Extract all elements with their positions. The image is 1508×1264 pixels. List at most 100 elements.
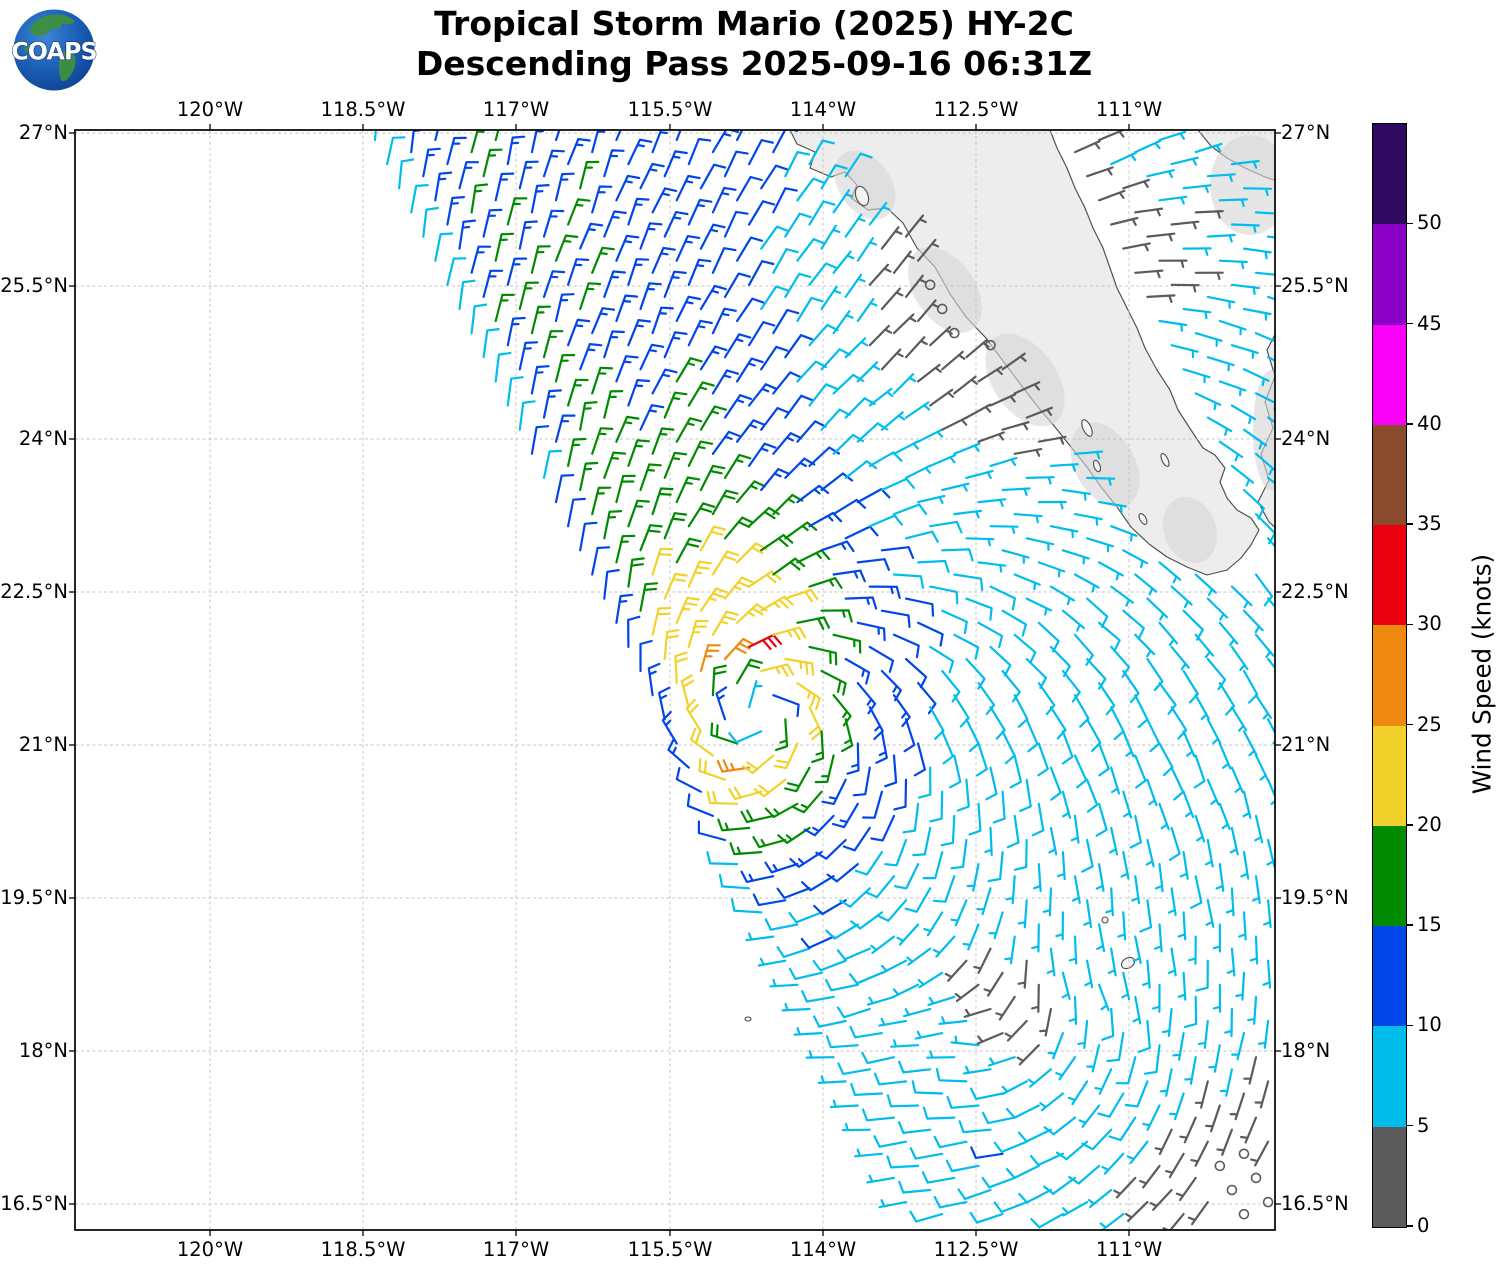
wind-barb — [542, 209, 565, 238]
wind-barb — [542, 149, 565, 178]
wind-barb — [808, 383, 838, 407]
wind-barb — [1134, 754, 1147, 789]
wind-barb — [976, 742, 988, 777]
wind-barb — [591, 307, 616, 335]
wind-barb — [1005, 875, 1016, 905]
wind-barb — [906, 947, 932, 966]
wind-barb — [1170, 585, 1193, 609]
colorbar-segment-35-40 — [1373, 424, 1406, 526]
wind-barb — [929, 388, 955, 407]
wind-barb — [854, 851, 883, 876]
colorbar-segment-0-5 — [1373, 1126, 1406, 1227]
lat-tick-label-left: 22.5°N — [0, 580, 68, 603]
wind-barb — [723, 333, 752, 359]
wind-barb — [886, 1155, 920, 1169]
lat-tick-label-left: 21°N — [18, 733, 68, 756]
wind-barb — [687, 440, 714, 467]
wind-barb — [884, 754, 898, 788]
wind-barb — [1224, 1007, 1233, 1038]
wind-barb — [615, 130, 622, 142]
wind-barb — [1081, 838, 1094, 873]
wind-barb — [927, 995, 956, 1006]
wind-barb — [1115, 1056, 1137, 1085]
wind-barb — [711, 307, 737, 335]
wind-barb — [675, 295, 701, 323]
wind-barb — [825, 1035, 859, 1049]
wind-barb — [977, 431, 1005, 443]
wind-barb — [711, 550, 740, 576]
wind-barb — [1122, 790, 1133, 819]
wind-barb — [1134, 139, 1162, 154]
wind-barb — [1049, 585, 1076, 606]
wind-barb — [1037, 435, 1067, 445]
wind-barb — [844, 213, 866, 238]
wind-barb — [723, 576, 754, 600]
wind-barb — [1049, 706, 1067, 740]
wind-barb — [808, 706, 823, 741]
wind-barb — [506, 257, 528, 286]
wind-barb — [1206, 416, 1233, 436]
colorbar-tick — [1406, 423, 1413, 425]
wind-barb — [801, 990, 835, 1003]
wind-barb — [736, 603, 768, 624]
wind-barb — [993, 1140, 1028, 1153]
wind-barb — [1230, 585, 1253, 609]
wind-barb — [434, 232, 454, 262]
colorbar-segment-5-10 — [1373, 1026, 1406, 1127]
wind-barb — [1132, 935, 1142, 965]
wind-barb — [904, 530, 939, 543]
wind-barb — [1242, 187, 1273, 197]
lon-tick-label-bottom: 112.5°W — [933, 1238, 1019, 1261]
wind-barb — [829, 1099, 859, 1109]
wind-barb — [736, 130, 744, 142]
wind-barb — [821, 778, 847, 805]
wind-barb — [591, 546, 611, 576]
wind-barb — [788, 911, 823, 924]
wind-barb — [1078, 1104, 1101, 1128]
calm-wind-circle — [1262, 1196, 1274, 1208]
wind-barb — [1001, 549, 1030, 564]
wind-barb — [1145, 838, 1155, 868]
wind-barb — [1134, 633, 1156, 658]
wind-barb — [1110, 151, 1137, 166]
wind-barb — [1242, 790, 1252, 819]
wind-barb — [470, 245, 492, 274]
wind-barb — [1098, 682, 1116, 716]
wind-barb — [687, 258, 712, 286]
wind-barb — [989, 393, 1017, 407]
wind-barb — [1194, 210, 1224, 219]
wind-barb — [651, 427, 675, 455]
wind-barb — [784, 334, 813, 359]
wind-barb — [723, 516, 754, 540]
wind-barb — [1049, 525, 1079, 539]
wind-barb — [1122, 242, 1151, 252]
wind-barb — [760, 407, 790, 431]
wind-barb — [938, 1016, 968, 1025]
wind-barb — [674, 651, 688, 685]
wind-barb — [870, 935, 896, 954]
wind-barb — [639, 582, 659, 612]
wind-barb — [1167, 887, 1177, 917]
wind-barb — [989, 525, 1019, 534]
wind-barb — [710, 722, 739, 745]
wind-barb — [949, 754, 962, 789]
wind-barb — [873, 1135, 908, 1148]
wind-barb — [494, 172, 515, 202]
calm-wind-circle — [936, 303, 948, 315]
wind-barb — [868, 585, 901, 599]
colorbar-segment-40-45 — [1373, 324, 1406, 425]
wind-barb — [718, 874, 751, 890]
wind-barb — [836, 1006, 871, 1019]
colorbar-tick-label: 30 — [1417, 612, 1442, 636]
chart-title: Tropical Storm Mario (2025) HY-2C — [434, 4, 1074, 43]
wind-barb — [506, 376, 524, 407]
wind-barb — [723, 394, 753, 419]
wind-barb — [909, 1147, 944, 1160]
wind-barb — [1043, 1176, 1077, 1195]
wind-barb — [675, 537, 702, 564]
wind-barb — [1001, 730, 1016, 765]
wind-barb — [1230, 344, 1259, 359]
wind-barb — [615, 474, 636, 504]
wind-barb — [892, 573, 925, 589]
wind-barb — [752, 893, 787, 907]
